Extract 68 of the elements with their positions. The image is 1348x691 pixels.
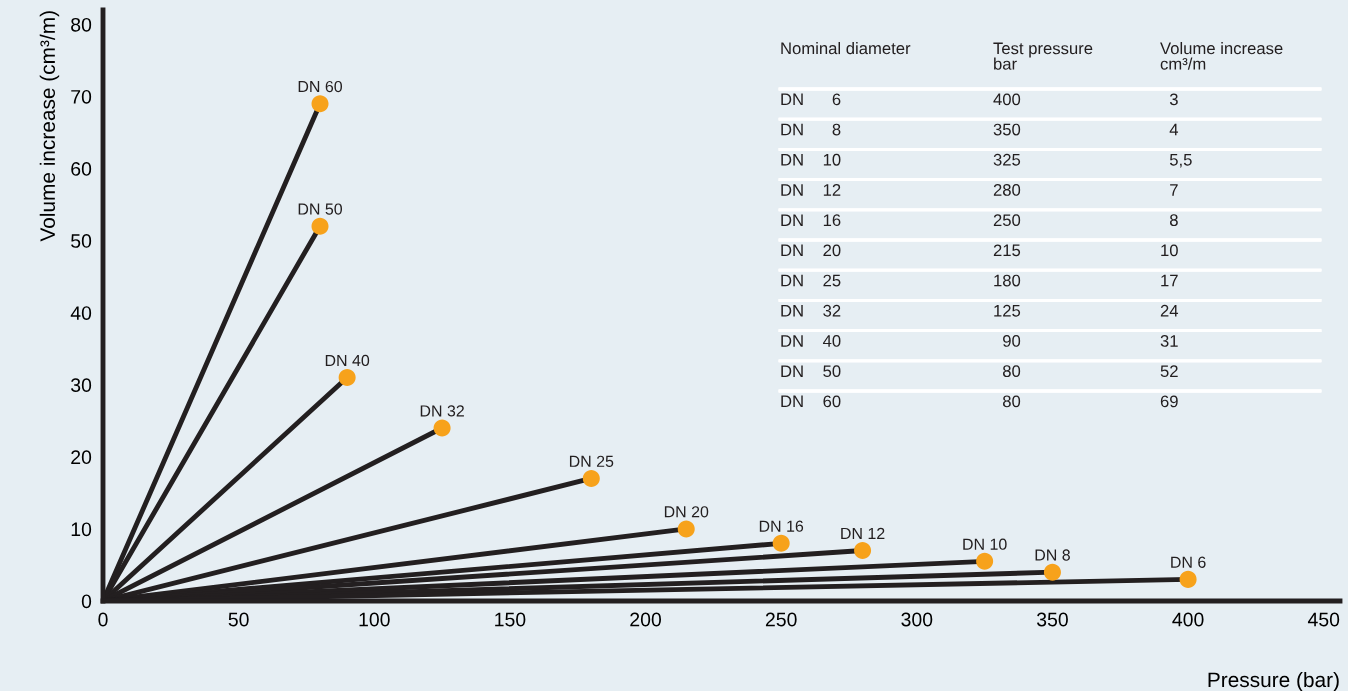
annotation: 5,5 (1169, 154, 1192, 168)
annotation: DN 60 (781, 395, 841, 408)
x-tick-label: 300 (901, 612, 933, 627)
y-tick-label: 80 (71, 17, 92, 32)
x-tick-label: 200 (630, 612, 662, 627)
y-tick-label: 10 (71, 522, 92, 537)
annotation: Volume increase cm³/m (1160, 42, 1283, 70)
y-axis-title: Volume increase (cm³/m) (39, 11, 60, 242)
annotation: 3 (1169, 93, 1178, 106)
series-label: DN 20 (664, 506, 709, 518)
series-label: DN 16 (759, 520, 804, 532)
annotation: 350 (993, 123, 1021, 136)
annotation: 215 (993, 244, 1021, 257)
annotation: DN 6 (781, 93, 841, 106)
x-tick-label: 100 (359, 612, 390, 627)
annotation: 180 (994, 274, 1021, 287)
annotation: 250 (993, 214, 1021, 227)
annotation: DN 32 (781, 304, 841, 317)
series-label: DN 32 (420, 405, 464, 417)
annotation: 80 (1002, 365, 1021, 378)
series-label: DN 6 (1171, 556, 1206, 568)
annotation: 280 (993, 184, 1021, 196)
x-tick-label: 150 (495, 612, 526, 627)
annotation: DN 12 (781, 184, 841, 196)
x-tick-label: 400 (1172, 612, 1204, 627)
x-tick-label: 250 (765, 612, 797, 627)
series-label: DN 12 (841, 527, 885, 539)
annotation: DN 40 (781, 335, 841, 347)
annotation: 7 (1170, 184, 1178, 196)
annotation: 10 (1161, 244, 1178, 257)
annotation: DN 8 (781, 123, 841, 136)
annotation: 90 (1003, 335, 1021, 347)
series-label: DN 60 (298, 80, 343, 93)
y-tick-label: 50 (71, 234, 92, 248)
x-tick-label: 350 (1036, 612, 1068, 627)
series-label: DN 50 (298, 203, 343, 215)
annotation: 4 (1169, 123, 1179, 136)
y-tick-label: 40 (70, 306, 92, 320)
annotation: 31 (1160, 335, 1178, 347)
annotation: 400 (993, 93, 1021, 106)
series-label: DN 8 (1035, 549, 1070, 561)
annotation: Test pressure bar (993, 42, 1093, 70)
annotation: 80 (1002, 395, 1021, 408)
x-tick-label: 0 (98, 612, 108, 627)
annotation: 17 (1161, 274, 1178, 287)
x-tick-label: 450 (1307, 612, 1340, 627)
series-label: DN 25 (569, 455, 614, 467)
annotation: 24 (1160, 304, 1179, 317)
series-label: DN 40 (325, 354, 370, 367)
annotation: 8 (1169, 214, 1178, 227)
annotation: DN 10 (781, 153, 841, 166)
x-axis-title: Pressure (bar) (1208, 671, 1339, 691)
y-tick-label: 60 (71, 162, 92, 176)
annotation: Nominal diameter (781, 42, 911, 55)
y-tick-label: 30 (71, 378, 92, 393)
series-label: DN 10 (963, 538, 1007, 550)
annotation: DN 50 (781, 365, 841, 378)
x-tick-label: 50 (228, 612, 249, 627)
y-tick-label: 20 (71, 450, 92, 465)
annotation: 69 (1160, 395, 1178, 408)
annotation: DN 16 (781, 214, 841, 227)
annotation: 52 (1160, 365, 1178, 378)
y-tick-label: 70 (71, 89, 92, 104)
annotation: 125 (994, 304, 1021, 317)
annotation: DN 25 (781, 274, 841, 287)
y-tick-label: 0 (81, 594, 92, 609)
annotation: 325 (993, 153, 1021, 166)
annotation: DN 20 (781, 244, 841, 257)
